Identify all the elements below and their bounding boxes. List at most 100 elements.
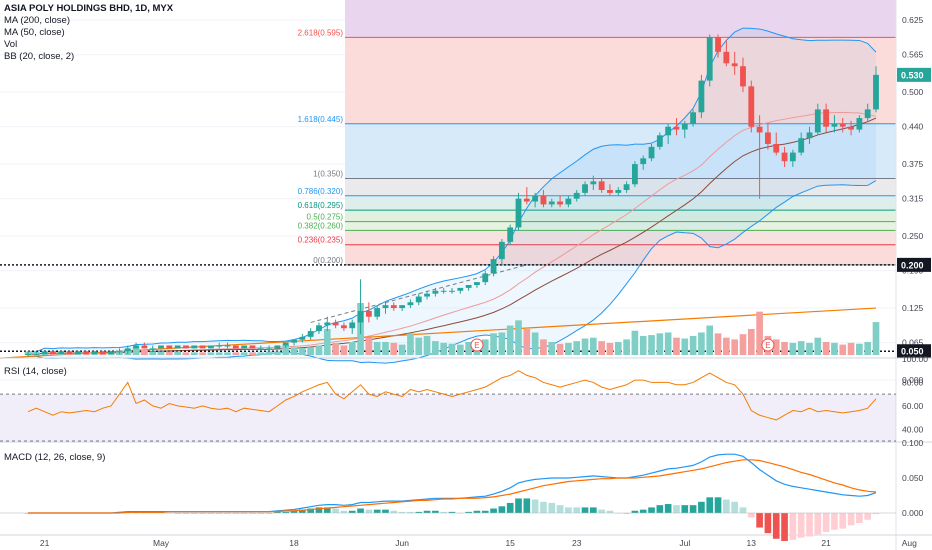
candle-body [839,123,846,127]
macd-hist-bar [714,497,722,513]
earnings-marker-label: E [765,341,770,350]
rsi-tick-2: 60.00 [902,401,924,411]
candle-body [249,345,256,349]
macd-hist-bar [847,513,855,526]
macd-hist-bar [540,501,547,513]
last-price-label-bg [897,67,931,82]
candle-body [765,132,771,144]
volume-bar [407,333,414,355]
macd-signal-line [28,459,877,514]
volume-bar [448,343,456,355]
macd-hist-bar [382,509,389,513]
candle-body [715,37,721,52]
macd-hist-bar [523,498,531,513]
candle-body [99,351,106,355]
volume-bar [581,338,589,355]
volume-bar [723,337,730,355]
volume-bar [199,352,206,355]
macd-hist-bar [323,507,331,513]
macd-hist-bar [506,502,514,513]
candle-body [723,51,730,64]
macd-hist-bar [548,502,556,513]
volume-bar [315,345,323,355]
candle-body [540,195,547,205]
volume-bar [831,342,838,355]
candle-body [557,201,563,205]
candle-body [665,126,672,136]
volume-bar [207,352,215,355]
volume-bar [689,335,697,355]
fib-label-2: 1(0.350) [313,170,343,179]
candle-body [83,351,90,355]
macd-hist-bar [781,513,788,541]
last-price-label: 0.530 [901,70,924,80]
macd-hist-bar [274,511,281,513]
level-label-1: 0.050 [901,347,924,357]
volume-bar [639,335,647,355]
macd-hist-bar [723,499,730,513]
fib-label-1: 1.618(0.445) [298,115,344,124]
candle-body [149,348,156,350]
candle-body [141,345,148,349]
volume-bar [673,337,680,355]
candle-body [690,112,697,124]
macd-hist-bar [639,509,647,513]
rsi-legend[interactable]: RSI (14, close) [4,366,67,377]
volume-bar [515,320,522,355]
volume-bar [573,341,581,355]
fib-label-8: 0(0.200) [313,256,343,265]
candle-body [490,259,497,274]
candle-body [232,345,239,349]
level-label-1-bg [897,344,931,359]
volume-bar [839,344,847,355]
volume-bar [747,329,755,355]
macd-hist-bar [332,508,339,513]
candle-body [382,305,389,309]
legend-bollinger[interactable]: BB (20, close, 2) [4,51,75,62]
macd-hist-bar [806,513,813,537]
candle-body [174,345,181,349]
macd-hist-bar [481,510,489,513]
candle-body [740,66,746,87]
macd-legend[interactable]: MACD (12, 26, close, 9) [4,452,106,463]
macd-hist-bar [706,497,714,513]
macd-hist-bar [789,513,797,540]
legend-volume[interactable]: Vol [4,39,18,50]
candle-body [357,310,364,323]
volume-bar [224,352,231,355]
volume-bar [390,342,398,355]
fib-zone-7 [345,244,896,265]
candle-body [781,152,788,162]
volume-bar [872,322,880,355]
candle-body [440,290,447,292]
fib-label-4: 0.618(0.295) [298,201,344,210]
volume-bar [772,339,780,355]
date-tick-0: 21 [40,538,50,548]
volume-bar [498,332,506,355]
bollinger-upper [28,27,877,353]
volume-bar [432,341,439,355]
legend-ma200[interactable]: MA (200, close) [4,15,70,26]
candle-body [598,181,605,191]
volume-bar [706,325,714,355]
volume-bar [232,352,240,355]
price-tick-3: 0.440 [902,122,924,132]
candle-body [407,302,414,306]
candle-body [291,339,297,343]
macd-hist-bar [590,507,597,513]
candle-body [199,345,206,349]
macd-hist-bar [282,511,290,513]
macd-hist-bar [606,510,614,513]
candle-body [324,322,331,326]
macd-hist-bar [756,513,763,528]
volume-bar [132,347,140,355]
macd-line [28,453,877,514]
volume-bar [382,342,389,355]
volume-bar [556,343,564,355]
volume-bar [531,332,539,355]
price-tick-1: 0.565 [902,50,924,60]
volume-bar [174,351,181,355]
legend-ma50[interactable]: MA (50, close) [4,27,65,38]
fib-zone-4 [345,210,896,222]
